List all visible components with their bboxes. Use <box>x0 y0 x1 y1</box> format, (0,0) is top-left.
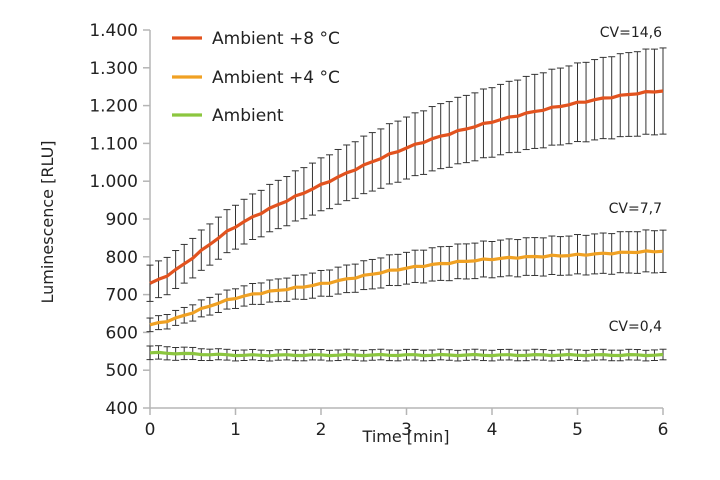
y-tick-label: 1.300 <box>89 59 138 79</box>
y-tick-label: 800 <box>106 248 138 268</box>
y-tick-label: 500 <box>106 361 138 381</box>
series-line-2 <box>149 350 664 358</box>
x-tick-label: 4 <box>487 420 498 440</box>
legend-label: Ambient +4 °C <box>212 68 340 88</box>
axes: 400 500 600 700 800 900 1.000 1.100 1.200 1.300 1.… <box>89 21 668 440</box>
error-bars <box>146 47 667 362</box>
x-tick-label: 0 <box>145 420 156 440</box>
y-tick-label: 400 <box>106 399 138 419</box>
legend-label: Ambient <box>212 106 284 126</box>
y-tick-label: 1.200 <box>89 97 138 117</box>
x-tick-label: 5 <box>572 420 583 440</box>
y-tick-label: 1.100 <box>89 134 138 154</box>
y-tick-label: 600 <box>106 323 138 343</box>
y-tick-label: 700 <box>106 286 138 306</box>
series-line-0 <box>149 89 664 285</box>
y-tick-label: 1.000 <box>89 172 138 192</box>
x-axis-title: Time [min] <box>362 427 450 446</box>
x-tick-label: 2 <box>316 420 327 440</box>
x-tick-label: 3 <box>401 420 412 440</box>
cv-label: CV=0,4 <box>609 319 662 335</box>
cv-label: CV=14,6 <box>600 25 662 41</box>
legend-label: Ambient +8 °C <box>212 29 340 49</box>
y-tick-label: 900 <box>106 210 138 230</box>
legend: Ambient +8 °C Ambient +4 °C Ambient <box>172 29 340 126</box>
series-lines <box>149 89 664 358</box>
x-tick-label: 6 <box>658 420 669 440</box>
series-line-1 <box>149 249 664 327</box>
y-tick-label: 1.400 <box>89 21 138 41</box>
x-tick-label: 1 <box>230 420 241 440</box>
y-axis-title: Luminescence [RLU] <box>38 140 57 303</box>
cv-label: CV=7,7 <box>609 201 662 217</box>
cv-labels: CV=14,6 CV=7,7 CV=0,4 <box>600 25 662 335</box>
